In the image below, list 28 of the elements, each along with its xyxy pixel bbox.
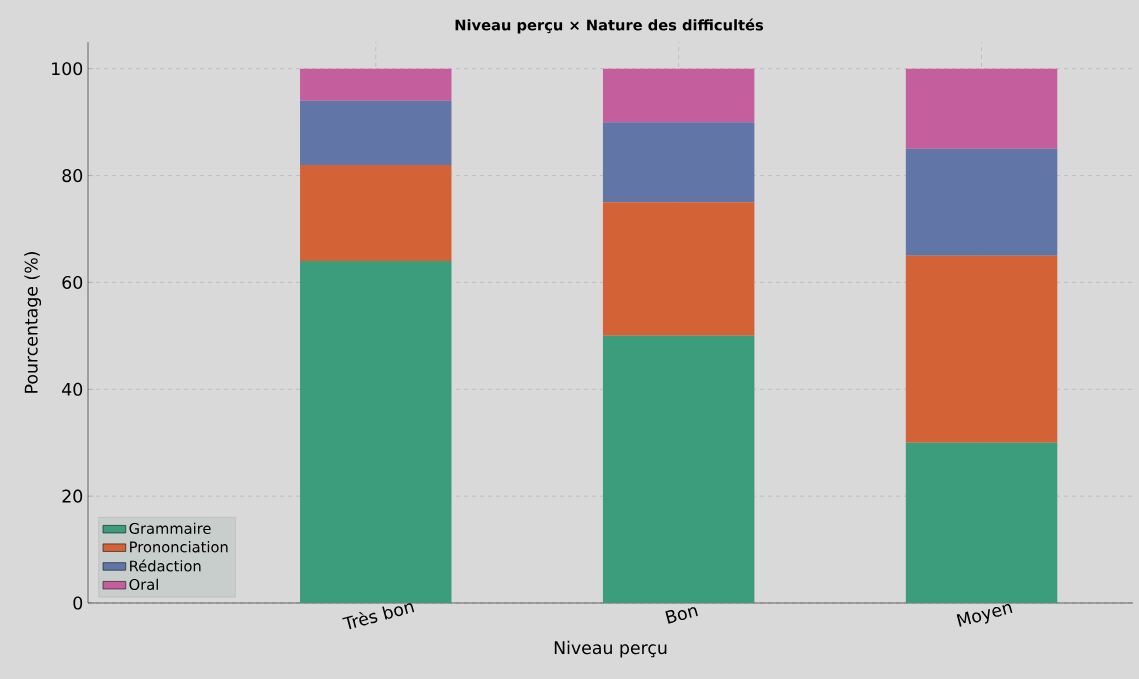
x-tick-label: Très bon (342, 603, 415, 630)
bar (905, 442, 1058, 603)
bar (905, 148, 1058, 256)
chart-title: Niveau perçu × Nature des difficultés (455, 18, 764, 34)
legend-label: Grammaire (129, 522, 211, 534)
bar (602, 68, 755, 123)
x-tick-label: Moyen (956, 604, 1013, 627)
y-tick-label: 0 (73, 596, 83, 610)
x-tick-label: Bon (665, 607, 698, 624)
bar (602, 122, 755, 203)
bar (300, 68, 452, 101)
legend-label: Prononciation (130, 541, 228, 553)
legend-label: Oral (129, 578, 158, 590)
y-axis-title: Pourcentage (%) (24, 252, 42, 393)
bar (602, 202, 755, 336)
y-tick-label: 40 (62, 382, 83, 396)
bar (300, 164, 452, 262)
bar (905, 68, 1058, 149)
bar (300, 100, 452, 165)
x-axis-title: Niveau perçu (554, 640, 667, 658)
bar (905, 255, 1058, 443)
bar (602, 335, 755, 603)
y-tick-label: 80 (62, 169, 83, 183)
bar (300, 261, 452, 603)
y-tick-label: 100 (52, 62, 83, 76)
legend-label: Rédaction (130, 559, 201, 572)
y-tick-label: 20 (62, 489, 83, 503)
y-tick-label: 60 (62, 275, 83, 289)
